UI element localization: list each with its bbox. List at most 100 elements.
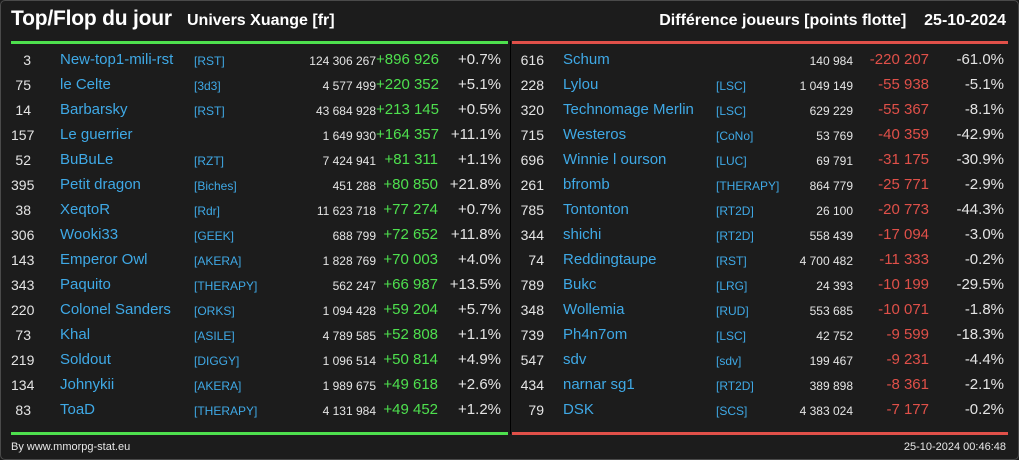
player-rank: 616	[520, 52, 544, 68]
player-name-link[interactable]: Colonel Sanders	[60, 301, 171, 318]
player-rank: 715	[520, 127, 544, 143]
header-right: Différence joueurs [points flotte] 25-10…	[659, 12, 1006, 30]
alliance-tag-link[interactable]: [LRG]	[716, 279, 748, 293]
player-points: 1 989 675	[322, 379, 376, 393]
player-name-link[interactable]: Soldout	[60, 351, 111, 368]
percent-change: +13.5%	[449, 276, 501, 293]
player-name-link[interactable]: shichi	[563, 226, 602, 243]
player-name-link[interactable]: Winnie l ourson	[563, 151, 667, 168]
player-name-link[interactable]: Khal	[60, 326, 91, 343]
player-name-link[interactable]: bfromb	[563, 176, 610, 193]
alliance-tag-link[interactable]: [GEEK]	[194, 229, 235, 243]
alliance-tag-link[interactable]: [RZT]	[194, 154, 224, 168]
percent-change: -1.8%	[964, 301, 1004, 318]
alliance-tag-link[interactable]: [AKERA]	[194, 254, 242, 268]
percent-change: +0.7%	[458, 201, 501, 218]
player-name-link[interactable]: Westeros	[563, 126, 627, 143]
player-rank: 434	[520, 377, 544, 393]
alliance-tag-link[interactable]: [3d3]	[194, 79, 221, 93]
player-name-link[interactable]: Le guerrier	[60, 126, 133, 143]
points-difference: -17 094	[878, 226, 929, 243]
top-row: 395 Petit dragon [Biches] 451 288 +80 850 +21…	[1, 173, 510, 198]
alliance-tag-link[interactable]: [LSC]	[716, 329, 747, 343]
player-name-link[interactable]: DSK	[563, 401, 594, 418]
alliance-tag-link[interactable]: [RT2D]	[716, 229, 754, 243]
player-rank: 789	[520, 277, 544, 293]
flop-row: 348 Wollemia [RUD] 553 685 -10 071 -1.8%	[511, 298, 1018, 323]
alliance-tag-link[interactable]: [DIGGY]	[194, 354, 240, 368]
player-name-link[interactable]: Ph4n7om	[563, 326, 628, 343]
alliance-tag-link[interactable]: [ORKS]	[194, 304, 235, 318]
points-difference: -55 938	[878, 76, 929, 93]
alliance-tag-link[interactable]: [THERAPY]	[194, 404, 258, 418]
alliance-tag-link[interactable]: [THERAPY]	[194, 279, 258, 293]
player-name-link[interactable]: sdv	[563, 351, 587, 368]
alliance-tag-link[interactable]: [LUC]	[716, 154, 747, 168]
player-points: 69 791	[816, 154, 853, 168]
points-difference: +49 618	[383, 376, 438, 393]
alliance-tag-link[interactable]: [RST]	[194, 54, 225, 68]
alliance-tag-link[interactable]: [sdv]	[716, 354, 742, 368]
alliance-tag-link[interactable]: [LSC]	[716, 104, 747, 118]
percent-change: -2.9%	[964, 176, 1004, 193]
alliance-tag-link[interactable]: [RST]	[194, 104, 225, 118]
points-difference: +80 850	[383, 176, 438, 193]
alliance-tag-link[interactable]: [AKERA]	[194, 379, 242, 393]
top-row: 220 Colonel Sanders [ORKS] 1 094 428 +59 204…	[1, 298, 510, 323]
player-name-link[interactable]: ToaD	[60, 401, 96, 418]
alliance-tag-link[interactable]: [Rdr]	[194, 204, 221, 218]
player-points: 4 383 024	[799, 404, 853, 418]
alliance-tag-link[interactable]: [SCS]	[716, 404, 748, 418]
player-name-link[interactable]: Barbarsky	[60, 101, 128, 118]
player-points: 24 393	[816, 279, 853, 293]
player-name-link[interactable]: Technomage Merlin	[563, 101, 694, 118]
flop-accent-line	[512, 41, 1008, 44]
player-name-link[interactable]: New-top1-mili-rst	[60, 51, 174, 68]
player-name-link[interactable]: Johnykii	[60, 376, 115, 393]
player-name-link[interactable]: Paquito	[60, 276, 111, 293]
player-rank: 395	[11, 177, 35, 193]
player-name-link[interactable]: Wooki33	[60, 226, 119, 243]
percent-change: -3.0%	[964, 226, 1004, 243]
alliance-tag-link[interactable]: [RT2D]	[716, 204, 754, 218]
player-rank: 348	[520, 302, 544, 318]
alliance-tag-link[interactable]: [RT2D]	[716, 379, 754, 393]
player-name-link[interactable]: Emperor Owl	[60, 251, 148, 268]
points-difference: -20 773	[878, 201, 929, 218]
alliance-tag-link[interactable]: [CoNo]	[716, 129, 754, 143]
player-rank: 261	[520, 177, 544, 193]
footer-source: By www.mmorpg-stat.eu	[11, 441, 131, 453]
alliance-tag-link[interactable]: [LSC]	[716, 79, 747, 93]
percent-change: +21.8%	[449, 176, 501, 193]
player-points: 1 049 149	[799, 79, 853, 93]
alliance-tag-link[interactable]: [Biches]	[194, 179, 237, 193]
footer-timestamp: 25-10-2024 00:46:48	[903, 441, 1006, 453]
player-name-link[interactable]: BuBuLe	[60, 151, 114, 168]
player-name-link[interactable]: Bukc	[563, 276, 597, 293]
alliance-tag-link[interactable]: [THERAPY]	[716, 179, 780, 193]
player-name-link[interactable]: le Celte	[60, 76, 111, 93]
percent-change: +0.5%	[458, 101, 501, 118]
player-name-link[interactable]: narnar sg1	[563, 376, 635, 393]
player-name-link[interactable]: Wollemia	[563, 301, 625, 318]
player-rank: 134	[11, 377, 35, 393]
points-difference: +77 274	[383, 201, 438, 218]
flop-row: 79 DSK [SCS] 4 383 024 -7 177 -0.2%	[511, 398, 1018, 423]
player-name-link[interactable]: Schum	[563, 51, 610, 68]
points-difference: +52 808	[383, 326, 438, 343]
player-points: 42 752	[816, 329, 853, 343]
points-difference: +220 352	[376, 76, 439, 93]
player-points: 629 229	[809, 104, 853, 118]
player-name-link[interactable]: Reddingtaupe	[563, 251, 657, 268]
points-difference: +213 145	[376, 101, 439, 118]
percent-change: +1.1%	[458, 326, 501, 343]
alliance-tag-link[interactable]: [RST]	[716, 254, 747, 268]
player-name-link[interactable]: Lylou	[563, 76, 599, 93]
player-name-link[interactable]: Tontonton	[563, 201, 629, 218]
top-row: 75 le Celte [3d3] 4 577 499 +220 352 +5.1%	[1, 73, 510, 98]
player-name-link[interactable]: Petit dragon	[60, 176, 141, 193]
alliance-tag-link[interactable]: [RUD]	[716, 304, 749, 318]
alliance-tag-link[interactable]: [ASILE]	[194, 329, 235, 343]
player-name-link[interactable]: XeqtoR	[60, 201, 111, 218]
flop-row: 547 sdv [sdv] 199 467 -9 231 -4.4%	[511, 348, 1018, 373]
